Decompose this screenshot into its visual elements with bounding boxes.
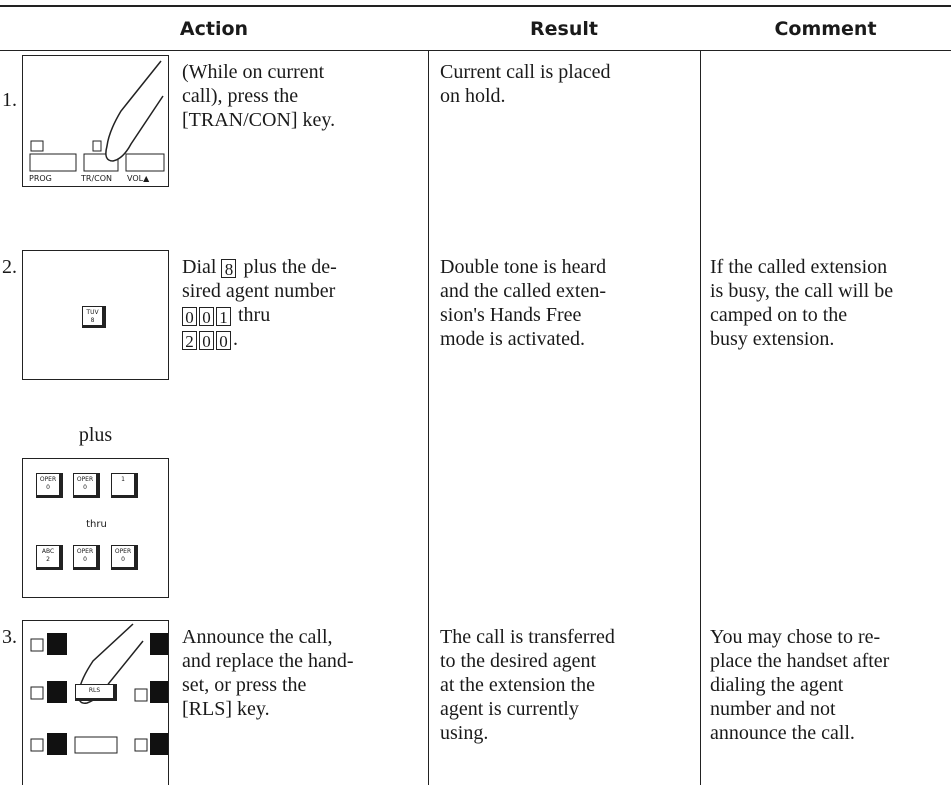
action-line: set, or press the: [182, 673, 306, 697]
action-text: (While on current: [182, 61, 325, 83]
keycap: RLS: [75, 684, 117, 701]
action-text: [RLS] key.: [182, 698, 270, 720]
keycap: ABC 2: [36, 545, 63, 570]
header-action: Action: [179, 18, 249, 40]
keypad-illustration: OPER 0 OPER 0 1 thru ABC 2 OPER 0 OPER 0: [22, 458, 169, 598]
keycap-label: 0: [121, 556, 125, 563]
row-number: 2.: [2, 256, 17, 278]
comment-line: If the called extension: [710, 256, 888, 278]
action-line: (While on current: [182, 60, 324, 84]
action-line: Dial 8 plus the de-: [182, 255, 337, 279]
key-symbol: 0: [216, 330, 231, 351]
illustration: PROG TR/CON VOL▲: [22, 55, 169, 187]
action-line: [RLS] key.: [182, 697, 270, 721]
keycap: TUV 8: [82, 306, 106, 328]
action-text: sired agent number: [182, 280, 336, 302]
action-text: Announce the call,: [182, 626, 333, 648]
action-text: Dial: [182, 256, 222, 278]
keycap: OPER 0: [73, 545, 100, 570]
illustration: RLS: [22, 620, 169, 785]
comment-line: dialing the agent: [710, 674, 844, 696]
result-line: The call is transferred: [440, 626, 615, 648]
key-symbol: 8: [221, 258, 237, 279]
action-text: set, or press the: [182, 674, 307, 696]
comment-line: number and not: [710, 698, 836, 720]
rule: [0, 50, 951, 51]
key-label: PROG: [29, 174, 52, 183]
result-line: sion's Hands Free: [440, 304, 582, 326]
illustration: TUV 8: [22, 250, 169, 380]
keycap: OPER 0: [111, 545, 138, 570]
plus-label: plus: [78, 424, 113, 446]
keycap-label: OPER: [76, 548, 94, 555]
result-line: on hold.: [440, 85, 506, 107]
comment-line: busy extension.: [710, 328, 835, 350]
keycap-label: 2: [46, 556, 50, 563]
key-symbol: 0: [199, 306, 214, 327]
keycap-label: 0: [83, 484, 87, 491]
rule: [0, 5, 951, 7]
divider: [428, 50, 429, 785]
key-symbol: 2: [182, 330, 197, 351]
keycap-label: ABC: [41, 548, 55, 555]
keycap: OPER 0: [73, 473, 100, 498]
keycap-label: OPER: [39, 476, 57, 483]
key-symbol: 1: [216, 306, 231, 327]
action-line: call), press the: [182, 84, 298, 108]
keycap: OPER 0: [36, 473, 63, 498]
comment-line: place the handset after: [710, 650, 890, 672]
row-number: 3.: [2, 626, 17, 648]
key-label: VOL▲: [127, 174, 150, 183]
key-label: TR/CON: [81, 174, 113, 183]
action-line: sired agent number: [182, 279, 335, 303]
action-line: and replace the hand-: [182, 649, 354, 673]
action-text: and replace the hand-: [182, 650, 354, 672]
thru-label: thru: [86, 519, 107, 530]
illustration-art: [30, 623, 168, 755]
action-text: plus the de-: [238, 256, 337, 278]
comment-line: You may chose to re-: [710, 626, 881, 648]
result-line: at the extension the: [440, 674, 595, 696]
comment-line: announce the call.: [710, 722, 855, 744]
result-line: using.: [440, 722, 489, 744]
result-line: agent is currently: [440, 698, 579, 720]
action-text: call), press the: [182, 85, 299, 107]
action-line: Announce the call,: [182, 625, 333, 649]
key-symbol: 0: [199, 330, 214, 351]
keycap: 1: [111, 473, 138, 498]
header-comment: Comment: [774, 18, 877, 40]
action-text: .: [233, 328, 238, 350]
result-line: Double tone is heard: [440, 256, 607, 278]
result-line: to the desired agent: [440, 650, 597, 672]
action-text: thru: [233, 304, 271, 326]
keycap-label: OPER: [76, 476, 94, 483]
keycap-label: OPER: [114, 548, 132, 555]
header-result: Result: [530, 18, 598, 40]
keycap-label: TUV: [86, 309, 99, 316]
key-symbol: 0: [182, 306, 197, 327]
comment-line: is busy, the call will be: [710, 280, 894, 302]
action-line: [TRAN/CON] key.: [182, 108, 335, 132]
comment-line: camped on to the: [710, 304, 848, 326]
divider: [700, 50, 701, 785]
result-line: and the called exten-: [440, 280, 607, 302]
result-line: mode is activated.: [440, 328, 585, 350]
keycap-label: 1: [121, 476, 125, 483]
row-number: 1.: [2, 89, 17, 111]
illustration-art: [29, 60, 165, 172]
action-text: [TRAN/CON] key.: [182, 109, 336, 131]
result-line: Current call is placed: [440, 61, 611, 83]
keycap-label: 8: [90, 317, 95, 324]
keycap-label: 0: [83, 556, 87, 563]
keycap-label: 0: [46, 484, 50, 491]
